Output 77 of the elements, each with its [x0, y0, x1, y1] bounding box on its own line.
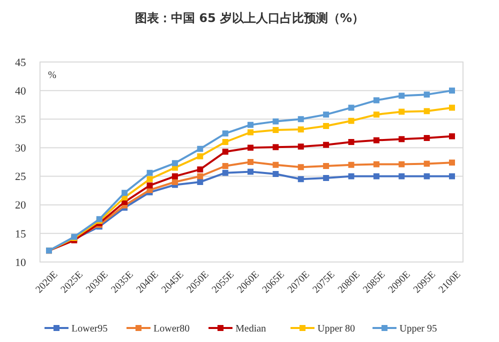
point — [373, 173, 380, 180]
point — [272, 144, 279, 150]
point — [298, 116, 304, 122]
point — [197, 166, 204, 172]
chart-title: 图表：中国 65 岁以上人口占比预测（%） — [134, 11, 364, 25]
point — [298, 144, 304, 150]
point — [449, 133, 455, 140]
y-tick-label: 35 — [15, 114, 26, 126]
point — [248, 122, 254, 128]
point — [424, 108, 430, 114]
point — [197, 179, 204, 185]
legend-label: Median — [236, 324, 266, 334]
point — [272, 118, 279, 124]
point — [298, 126, 304, 132]
point — [449, 88, 455, 94]
point — [146, 176, 153, 182]
point — [348, 104, 354, 111]
point — [172, 173, 178, 180]
point — [373, 112, 380, 118]
point — [222, 170, 228, 176]
point — [348, 139, 354, 145]
point — [298, 164, 304, 170]
point — [424, 135, 430, 141]
point — [348, 173, 354, 180]
point — [248, 159, 254, 165]
point — [398, 136, 405, 142]
point — [197, 173, 204, 180]
point — [272, 127, 279, 133]
point — [323, 123, 330, 129]
point — [122, 190, 128, 196]
point — [172, 179, 178, 185]
point — [222, 130, 228, 136]
y-tick-label: 15 — [15, 228, 26, 240]
point — [348, 162, 354, 168]
point — [172, 160, 178, 166]
y-tick-label: 30 — [15, 142, 26, 155]
point — [272, 171, 279, 177]
point — [323, 175, 330, 181]
point — [398, 173, 405, 180]
point — [222, 163, 228, 169]
point — [449, 160, 455, 166]
point — [248, 168, 254, 175]
point — [323, 112, 330, 118]
point — [398, 161, 405, 168]
point — [298, 176, 304, 182]
point — [449, 104, 455, 111]
legend-label: Upper 80 — [318, 324, 355, 334]
point — [424, 160, 430, 167]
point — [373, 97, 380, 104]
point — [424, 92, 430, 98]
point — [373, 137, 380, 144]
legend-label: Lower95 — [72, 324, 108, 334]
point — [373, 161, 380, 168]
point — [197, 146, 204, 152]
y-axis-title: % — [48, 70, 56, 81]
point — [248, 144, 254, 151]
legend-label: Lower80 — [154, 324, 190, 334]
point — [323, 142, 330, 148]
y-tick-label: 25 — [15, 171, 26, 184]
point — [449, 173, 455, 180]
point — [146, 170, 153, 176]
y-tick-label: 40 — [15, 85, 26, 98]
point — [272, 162, 279, 168]
y-tick-label: 10 — [15, 256, 26, 269]
point — [222, 139, 228, 145]
point — [197, 153, 204, 160]
point — [424, 173, 430, 180]
point — [398, 92, 405, 99]
point — [146, 182, 153, 188]
y-tick-label: 20 — [15, 200, 26, 212]
y-tick-label: 45 — [15, 56, 26, 69]
point — [348, 118, 354, 124]
point — [398, 108, 405, 115]
point — [323, 163, 330, 169]
point — [248, 129, 254, 136]
legend-label: Upper 95 — [400, 324, 437, 334]
point — [222, 148, 228, 155]
